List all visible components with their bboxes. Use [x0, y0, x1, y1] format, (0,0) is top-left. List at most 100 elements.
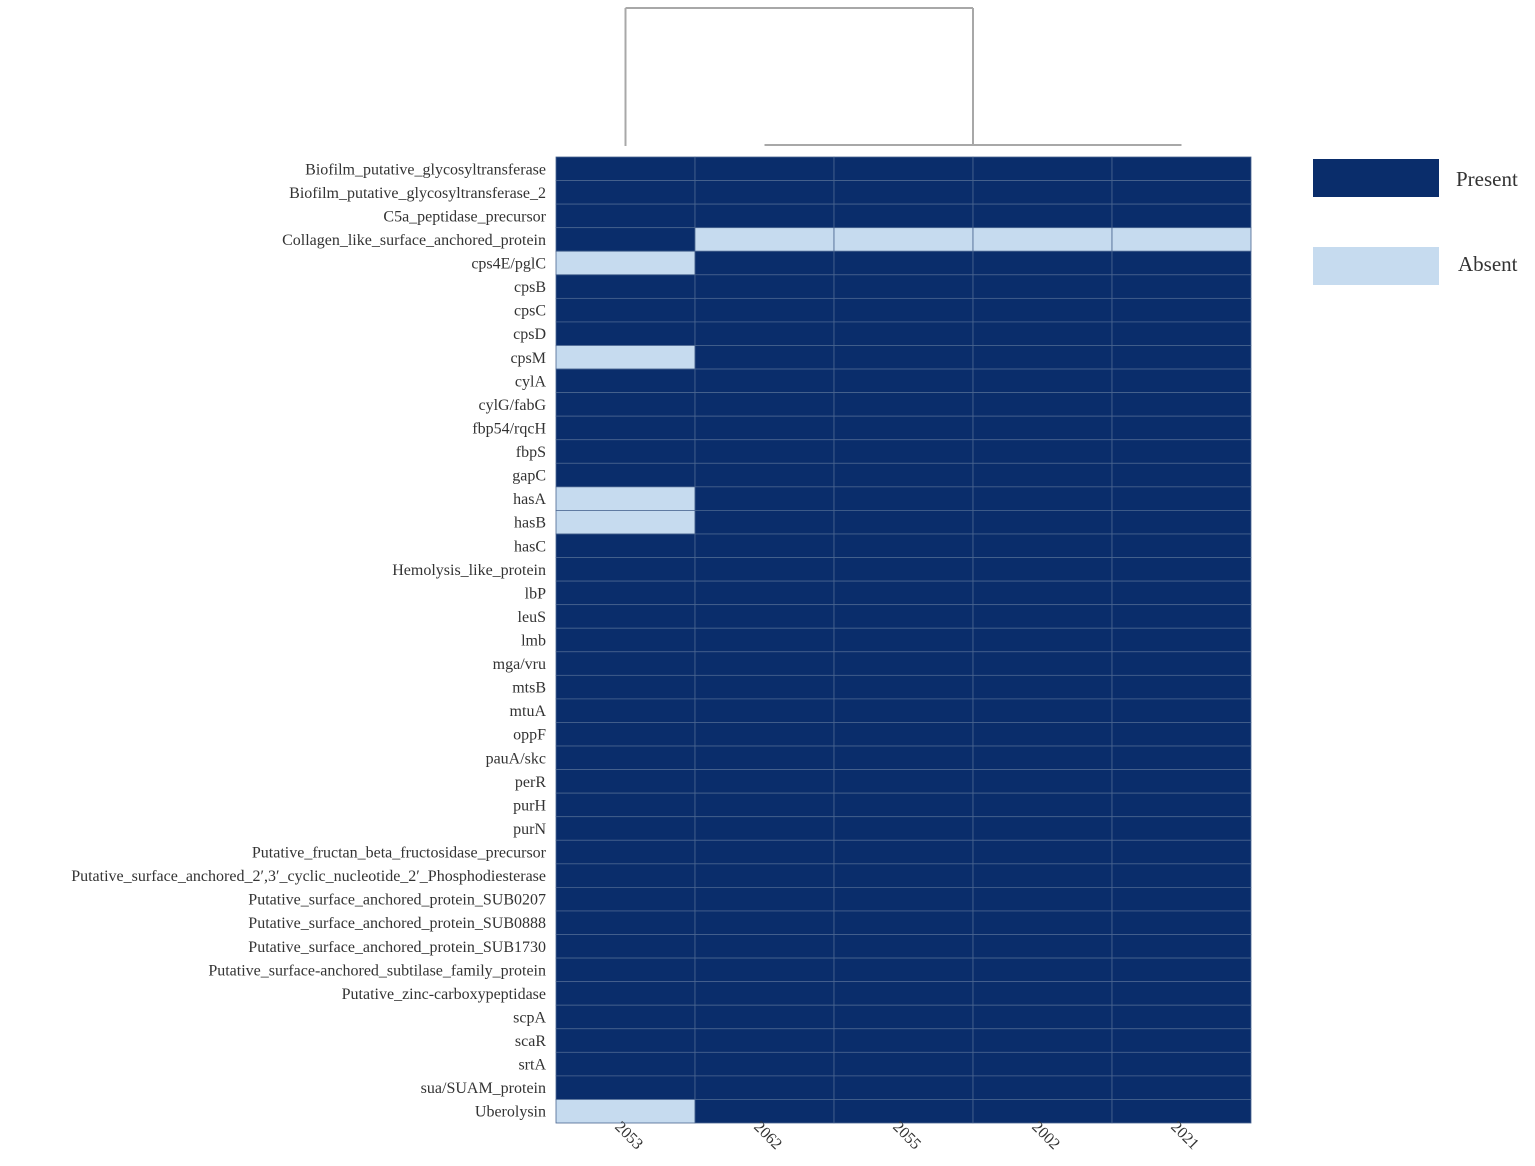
heatmap-cell: [833, 839, 974, 865]
heatmap-cell: [1111, 651, 1252, 676]
heatmap-cell: [1111, 839, 1252, 865]
heatmap-cell: [1111, 863, 1252, 888]
heatmap-cell: [833, 486, 974, 511]
heatmap-cell: [1111, 415, 1252, 441]
heatmap-cell: [833, 1004, 974, 1030]
row-label-hasa: hasA: [513, 491, 546, 508]
heatmap-cell: [833, 698, 974, 723]
heatmap-cell: [555, 839, 696, 865]
heatmap-cell: [694, 839, 835, 865]
heatmap-cell: [694, 250, 835, 276]
heatmap-cell: [694, 486, 835, 511]
heatmap-cell: [694, 1028, 835, 1053]
heatmap-cell: [1111, 345, 1252, 370]
heatmap-cell: [555, 510, 696, 535]
column-labels: 2053 2062 2055 2002 2021: [611, 1118, 1202, 1153]
heatmap-cell: [833, 722, 974, 747]
heatmap-cell: [1111, 886, 1252, 912]
heatmap-cell: [972, 792, 1113, 818]
heatmap-cell: [555, 439, 696, 464]
column-label-2002: 2002: [1028, 1118, 1063, 1153]
legend: Present Absent: [1313, 159, 1518, 285]
row-label-mga-vru: mga/vru: [493, 656, 546, 673]
heatmap-cell: [833, 1051, 974, 1077]
row-label-hemolysis-like-protein: Hemolysis_like_protein: [392, 562, 546, 579]
heatmap-cell: [1111, 486, 1252, 511]
heatmap-cell: [694, 345, 835, 370]
heatmap-cell: [555, 486, 696, 511]
heatmap-cell: [694, 886, 835, 912]
heatmap-cell: [1111, 722, 1252, 747]
heatmap-cell: [694, 415, 835, 441]
heatmap-cell: [555, 415, 696, 441]
heatmap-cell: [1111, 698, 1252, 723]
row-label-collagen-like-surface-anchored-protein: Collagen_like_surface_anchored_protein: [282, 232, 546, 249]
heatmap-cell: [555, 297, 696, 323]
heatmap-cell: [1111, 180, 1252, 205]
row-label-perr: perR: [515, 774, 546, 791]
heatmap-cell: [1111, 1028, 1252, 1053]
heatmap-cell: [1111, 604, 1252, 629]
heatmap-cell: [833, 1028, 974, 1053]
heatmap-cell: [694, 274, 835, 299]
heatmap-cell: [833, 981, 974, 1006]
row-label-lbp: lbP: [525, 585, 546, 602]
heatmap-cell: [972, 910, 1113, 935]
heatmap-cell: [972, 1075, 1113, 1100]
row-label-putative-surface-anchored-subtilase-family-protein: Putative_surface-anchored_subtilase_fami…: [208, 962, 546, 979]
heatmap-cells: [555, 156, 1252, 1124]
heatmap-cell: [555, 1028, 696, 1053]
heatmap-cell: [833, 227, 974, 252]
heatmap-cell: [555, 722, 696, 747]
heatmap-cell: [972, 557, 1113, 582]
heatmap-cell: [833, 156, 974, 181]
row-label-mtsb: mtsB: [512, 680, 546, 697]
heatmap-cell: [833, 180, 974, 205]
heatmap-cell: [833, 910, 974, 935]
heatmap-cell: [972, 156, 1113, 181]
heatmap-cell: [694, 321, 835, 346]
heatmap-cell: [694, 816, 835, 841]
heatmap-cell: [555, 816, 696, 841]
heatmap-cell: [694, 981, 835, 1006]
heatmap-cell: [694, 156, 835, 181]
heatmap-cell: [1111, 321, 1252, 346]
heatmap-cell: [833, 297, 974, 323]
heatmap-cell: [972, 533, 1113, 558]
row-label-putative-surface-anchored-2-3-cyclic-nucleotide-2-phosphodiesterase: Putative_surface_anchored_2′,3′_cyclic_n…: [71, 868, 546, 885]
heatmap-cell: [1111, 580, 1252, 606]
heatmap-cell: [694, 368, 835, 394]
heatmap-cell: [694, 792, 835, 818]
heatmap-cell: [1111, 1099, 1252, 1124]
heatmap-cell: [694, 863, 835, 888]
heatmap-cell: [555, 227, 696, 252]
heatmap-cell: [1111, 910, 1252, 935]
heatmap-cell: [1111, 297, 1252, 323]
heatmap-cell: [694, 674, 835, 700]
row-label-cyla: cylA: [515, 373, 547, 390]
heatmap-cell: [1111, 934, 1252, 959]
heatmap-cell: [694, 533, 835, 558]
heatmap-cell: [1111, 274, 1252, 299]
heatmap-cell: [555, 180, 696, 205]
heatmap-cell: [555, 580, 696, 606]
heatmap-cell: [694, 1051, 835, 1077]
legend-swatch-present: [1313, 159, 1439, 197]
heatmap-cell: [1111, 392, 1252, 417]
heatmap-cell: [555, 557, 696, 582]
heatmap-cell: [555, 1004, 696, 1030]
heatmap-cell: [833, 674, 974, 700]
heatmap-cell: [1111, 816, 1252, 841]
heatmap-cell: [972, 1051, 1113, 1077]
row-label-cylg-fabg: cylG/fabG: [478, 397, 546, 414]
heatmap-cell: [833, 321, 974, 346]
heatmap-cell: [972, 745, 1113, 770]
heatmap-cell: [1111, 250, 1252, 276]
heatmap-cell: [1111, 156, 1252, 181]
heatmap-cell: [972, 368, 1113, 394]
heatmap-cell: [555, 698, 696, 723]
heatmap-cell: [694, 745, 835, 770]
row-label-leus: leuS: [518, 609, 546, 626]
heatmap-cell: [1111, 1075, 1252, 1100]
